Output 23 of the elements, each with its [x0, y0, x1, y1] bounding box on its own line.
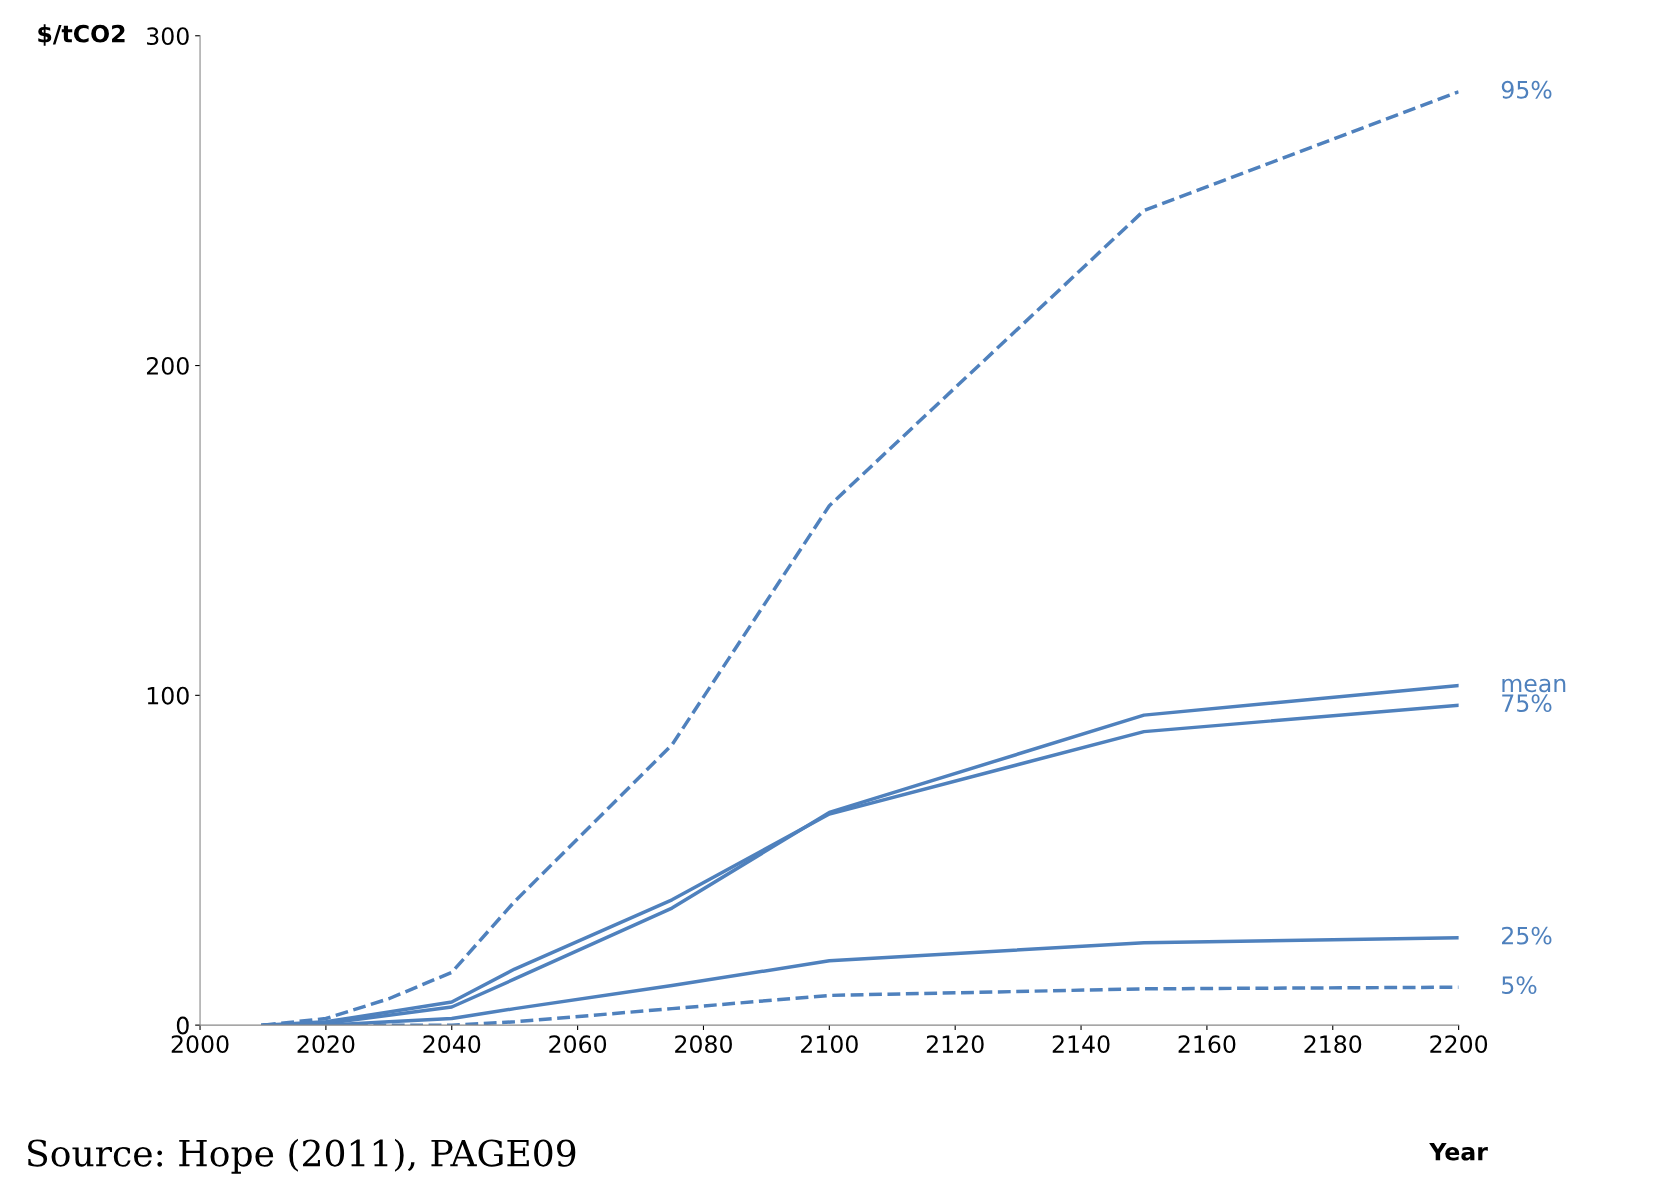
y-tick-label: 100: [147, 686, 189, 705]
x-tick-label: 2000: [171, 1035, 229, 1054]
x-tick-label: 2040: [423, 1035, 481, 1054]
series-label: 95%: [1501, 80, 1552, 99]
x-tick-label: 2080: [675, 1035, 732, 1054]
series-label: 75%: [1502, 694, 1552, 713]
x-tick-label: 2140: [1052, 1035, 1110, 1054]
x-tick-label: 2020: [297, 1035, 355, 1054]
series-label: 25%: [1502, 926, 1552, 945]
y-tick-label: 0: [176, 1016, 189, 1035]
x-tick-label: 2160: [1178, 1035, 1236, 1054]
series-label: mean: [1502, 678, 1566, 693]
x-tick-label: 2100: [801, 1035, 858, 1054]
y-tick-label: 300: [147, 27, 189, 46]
source-note: Source: Hope (2011), PAGE09: [28, 1138, 576, 1174]
x-tick-label: 2060: [549, 1035, 607, 1054]
x-axis-title: Year: [1429, 1143, 1488, 1161]
y-tick-label: 200: [146, 356, 189, 375]
x-tick-label: 2200: [1430, 1035, 1488, 1054]
x-tick-label: 2120: [926, 1035, 984, 1054]
x-tick-label: 2180: [1304, 1035, 1362, 1054]
series-label: 5%: [1502, 976, 1537, 995]
y-axis-title: $/tCO2: [38, 24, 125, 46]
